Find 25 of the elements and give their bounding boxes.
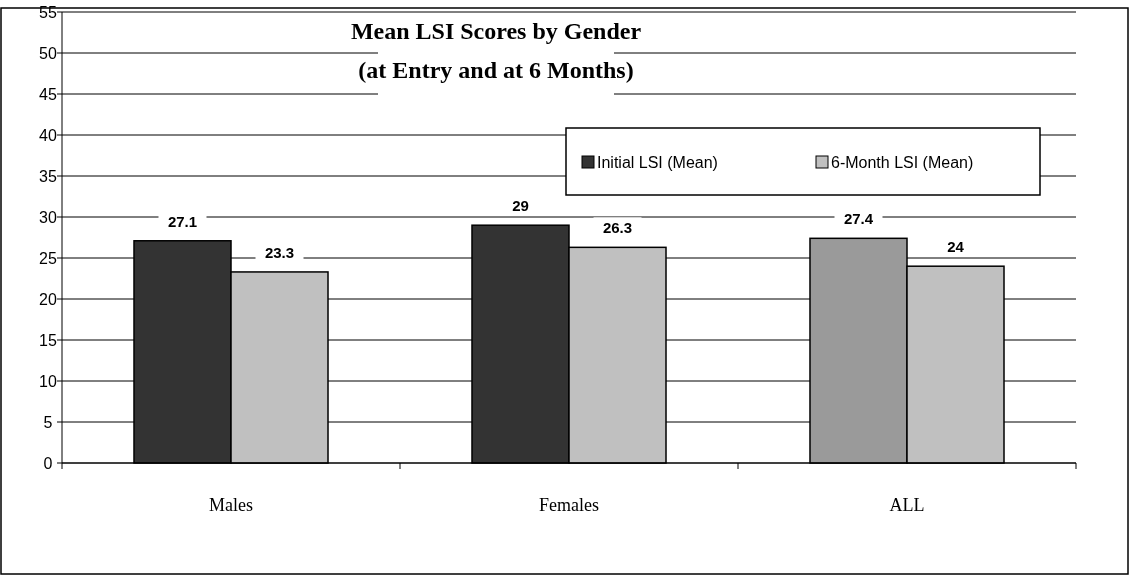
y-tick-label: 25 bbox=[39, 250, 57, 267]
y-tick-label: 15 bbox=[39, 332, 57, 349]
chart-title: Mean LSI Scores by Gender bbox=[350, 18, 642, 44]
data-label: 27.4 bbox=[843, 210, 874, 228]
legend-label: Initial LSI (Mean) bbox=[597, 154, 718, 171]
y-tick-label: 45 bbox=[39, 86, 57, 103]
y-tick-label: 0 bbox=[43, 455, 53, 472]
text: (at Entry and at 6 Months) bbox=[358, 57, 634, 83]
y-tick-label: 30 bbox=[39, 209, 57, 226]
x-tick-label: ALL bbox=[889, 495, 925, 515]
data-label: 27.1 bbox=[167, 212, 198, 230]
data-label: 26.3 bbox=[602, 219, 633, 237]
y-tick-label: 20 bbox=[39, 291, 57, 308]
y-tick-label: 10 bbox=[39, 373, 57, 390]
data-label: 29 bbox=[512, 197, 529, 215]
y-tick-label: 55 bbox=[39, 4, 57, 21]
x-tick-label: Females bbox=[539, 495, 599, 515]
legend-label: 6-Month LSI (Mean) bbox=[831, 154, 974, 171]
y-tick-label: 5 bbox=[43, 414, 53, 431]
x-tick-label: Males bbox=[209, 495, 253, 515]
y-tick-label: 35 bbox=[39, 168, 57, 185]
y-tick-label: 50 bbox=[39, 45, 57, 62]
data-label: 23.3 bbox=[264, 243, 295, 261]
y-tick-label: 40 bbox=[39, 127, 57, 144]
data-label: 24 bbox=[947, 238, 965, 256]
